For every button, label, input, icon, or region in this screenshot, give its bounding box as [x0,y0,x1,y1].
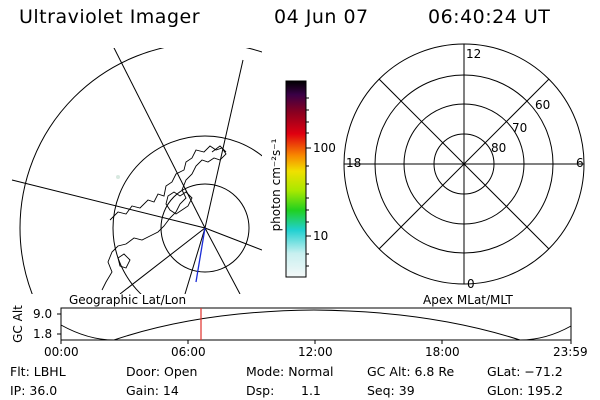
header-time: 06:40:24 UT [428,6,551,28]
door-info: Door: Open [126,364,198,379]
coastline [117,253,131,269]
geo-meridian [11,179,206,229]
geo-meridian [204,227,262,251]
dsp-label: Dsp: [246,383,275,398]
apex-map-label: Apex MLat/MLT [423,293,513,307]
satellite-track [195,227,206,283]
geo-meridian [204,59,244,229]
glon-info: GLon: 195.2 [487,383,563,398]
geo-meridian [204,227,241,294]
header-date: 04 Jun 07 [274,6,369,28]
altitude-frame [60,307,572,341]
colorbar-gradient [285,80,307,278]
altitude-curve [60,309,572,341]
geo-lat-circle [19,48,262,294]
altitude-xtick: 00:00 [44,345,79,359]
polar-label-top: 12 [466,47,482,61]
ip-info: IP: 36.0 [10,383,58,398]
polar-label-right: 6 [576,156,584,170]
polar-label-left: 18 [346,156,362,170]
polar-lat-label: 60 [535,98,551,112]
altitude-ytick-low: 1.8 [33,327,53,341]
altitude-xtick: 06:00 [171,345,206,359]
polar-label-bottom: 0 [467,277,475,291]
altitude-xticks [60,340,572,344]
mode-info: Mode: Normal [246,364,334,379]
polar-lat-label: 70 [512,121,528,135]
polar-diagonal [378,78,550,250]
dsp-value: 1.1 [301,383,321,398]
geo-meridian [184,227,206,294]
app-title: Ultraviolet Imager [19,6,201,28]
altitude-xtick: 18:00 [425,345,460,359]
aurora-spot [116,175,120,179]
polar-lat-label: 80 [491,141,507,155]
colorbar-tick-high: 100 [313,141,336,155]
coastline [165,191,193,215]
geo-map-label: Geographic Lat/Lon [69,293,187,307]
altitude-xtick: 23:59 [553,345,588,359]
altitude-xtick: 12:00 [298,345,333,359]
colorbar-minor-ticks [306,97,309,267]
altitude-ylabel: GC Alt [11,305,25,343]
filter-info: Flt: LBHL [10,364,66,379]
colorbar-tick-low: 10 [313,229,329,243]
coastline [101,145,227,291]
glat-info: GLat: −71.2 [487,364,563,379]
geo-meridian [119,227,206,294]
altitude-ytick-high: 9.0 [33,307,53,321]
coastline [211,145,227,153]
gc-alt-info: GC Alt: 6.8 Re [367,364,455,379]
seq-info: Seq: 39 [367,383,415,398]
gain-info: Gain: 14 [126,383,179,398]
geo-lat-circle [160,183,250,273]
geo-meridian [113,48,206,229]
geo-lat-circle [112,135,262,294]
